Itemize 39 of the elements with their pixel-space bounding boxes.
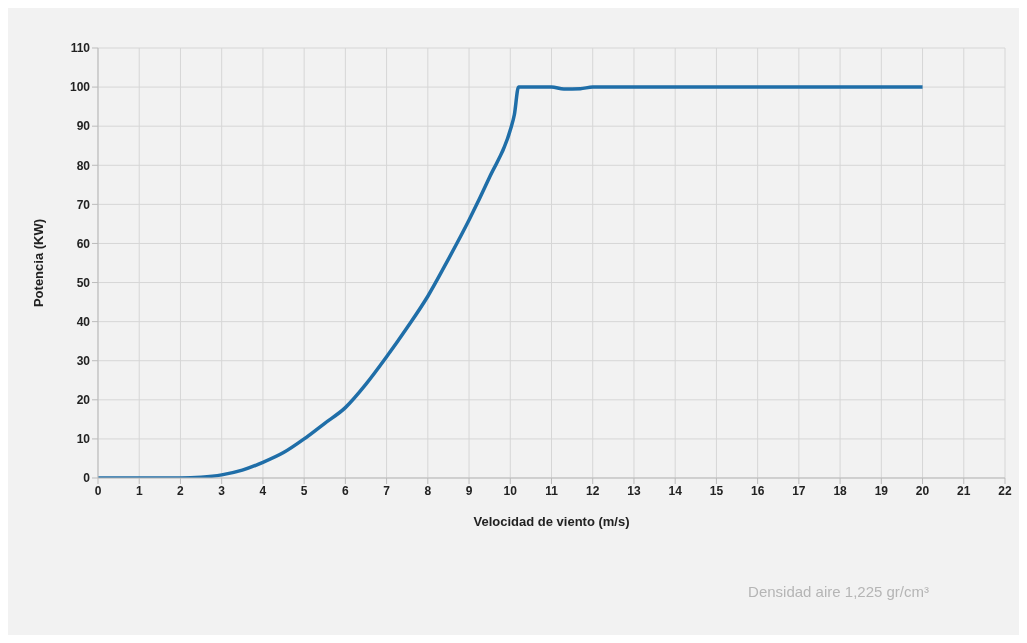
- x-tick-label: 0: [94, 483, 102, 498]
- y-tick-label: 90: [76, 119, 91, 134]
- x-tick-label: 9: [465, 483, 473, 498]
- text: Densidad aire 1,225 gr/cm³: [748, 583, 929, 600]
- x-tick-label: 14: [668, 483, 683, 498]
- y-axis-title: Potencia (KW): [30, 218, 46, 308]
- y-tick-label: 0: [83, 471, 91, 486]
- y-tick-label: 30: [76, 353, 91, 368]
- y-tick-label: 60: [76, 236, 91, 251]
- x-tick-label: 18: [833, 483, 848, 498]
- x-tick-label: 20: [915, 483, 930, 498]
- y-tick-label: 80: [76, 158, 91, 173]
- x-tick-label: 22: [998, 483, 1012, 498]
- y-tick-label: 40: [76, 314, 91, 329]
- line-series: [98, 85, 925, 478]
- x-tick-label: 13: [627, 483, 641, 498]
- y-tick-label: 110: [70, 41, 91, 56]
- x-tick-label: 7: [383, 483, 391, 498]
- y-tick-label: 20: [76, 393, 91, 408]
- x-tick-label: 3: [218, 483, 226, 498]
- x-tick-label: 4: [259, 483, 267, 498]
- y-tick-label: 10: [76, 432, 91, 447]
- x-tick-label: 19: [874, 483, 889, 498]
- x-tick-label: 15: [709, 483, 724, 498]
- x-tick-label: 12: [586, 483, 600, 498]
- y-tick-label: 70: [76, 197, 91, 212]
- x-tick-label: 2: [177, 483, 185, 498]
- x-tick-label: 5: [300, 483, 308, 498]
- x-tick-label: 1: [135, 483, 143, 498]
- x-axis-title: Velocidad de viento (m/s): [473, 514, 630, 529]
- x-tick-label: 21: [957, 483, 971, 498]
- x-tick-label: 6: [342, 483, 350, 498]
- y-tick-label: 50: [76, 275, 91, 290]
- y-tick-label: 100: [69, 80, 91, 95]
- x-tick-label: 11: [545, 483, 559, 498]
- x-tick-label: 17: [792, 483, 806, 498]
- x-tick-label: 8: [424, 483, 432, 498]
- x-tick-label: 16: [750, 483, 765, 498]
- x-tick-label: 10: [503, 483, 518, 498]
